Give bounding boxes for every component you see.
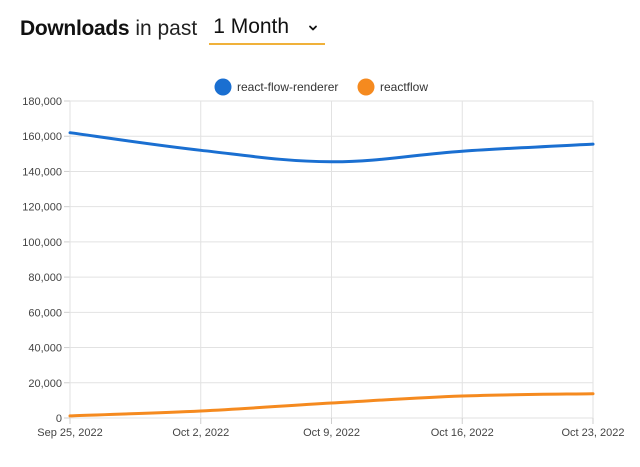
- y-tick-label: 20,000: [28, 378, 62, 390]
- legend-swatch-1[interactable]: [214, 78, 232, 96]
- legend-label-1[interactable]: react-flow-renderer: [237, 80, 338, 94]
- y-tick-label: 160,000: [22, 131, 62, 143]
- x-tick-label: Oct 16, 2022: [431, 427, 494, 439]
- legend-swatch-2[interactable]: [357, 78, 375, 96]
- y-tick-label: 100,000: [22, 237, 62, 249]
- x-tick-label: Oct 23, 2022: [562, 427, 625, 439]
- downloads-title-suffix: in past: [135, 17, 198, 40]
- period-dropdown-value: 1 Month: [213, 15, 290, 38]
- period-dropdown[interactable]: 1 Month: [209, 13, 326, 45]
- y-tick-label: 80,000: [28, 272, 62, 284]
- y-tick-label: 140,000: [22, 166, 62, 178]
- y-tick-label: 60,000: [28, 307, 62, 319]
- x-tick-label: Sep 25, 2022: [37, 427, 102, 439]
- series-line-2: [68, 392, 595, 418]
- series-line-1: [68, 131, 595, 164]
- x-tick-label: Oct 9, 2022: [303, 427, 360, 439]
- line-chart: 0 20,000 40,000 60,000 80,000 100,000 120,000 1…: [22, 78, 625, 439]
- downloads-title: Downloads: [20, 17, 130, 40]
- y-tick-label: 180,000: [22, 96, 62, 108]
- y-tick-label: 120,000: [22, 202, 62, 214]
- y-tick-label: 40,000: [28, 343, 62, 355]
- y-tick-label: 0: [56, 413, 62, 425]
- chevron-down-icon: [307, 21, 319, 33]
- x-tick-label: Oct 2, 2022: [172, 427, 229, 439]
- legend-label-2[interactable]: reactflow: [380, 80, 428, 94]
- downloads-header: Downloads in past 1 Month: [20, 12, 326, 46]
- downloads-chart: 0 20,000 40,000 60,000 80,000 100,000 120,000 1…: [0, 70, 640, 462]
